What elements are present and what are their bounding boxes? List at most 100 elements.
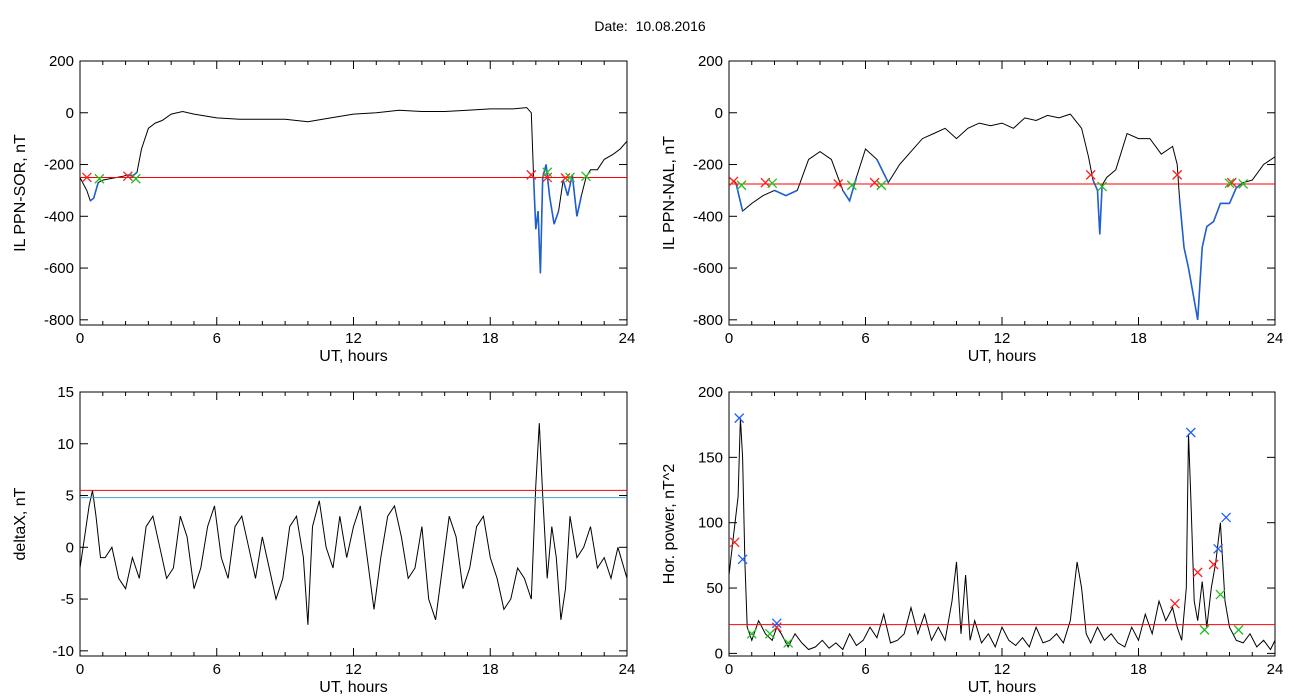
start-marker — [869, 177, 880, 188]
end-marker — [581, 171, 591, 182]
x-tick-label: 24 — [1267, 661, 1284, 678]
y-tick-label: -200 — [693, 157, 723, 174]
peak-marker — [737, 554, 748, 565]
end-marker — [130, 173, 141, 184]
end-marker — [565, 172, 575, 183]
start-marker — [729, 176, 739, 187]
y-tick-label: 150 — [698, 449, 723, 466]
series-line — [729, 113, 1275, 320]
interval-line — [1092, 179, 1103, 235]
y-axis-label: IL PPN-NAL, nT — [661, 136, 678, 250]
x-tick-label: 18 — [482, 661, 499, 678]
x-tick-label: 0 — [725, 661, 733, 678]
x-tick-label: 24 — [619, 330, 636, 347]
start-marker — [1208, 559, 1219, 570]
y-tick-label: 5 — [66, 488, 74, 505]
series-line — [80, 423, 627, 625]
x-tick-label: 0 — [76, 330, 84, 347]
y-tick-label: 0 — [715, 105, 723, 122]
x-tick-label: 6 — [861, 661, 869, 678]
x-axis-label: UT, hours — [319, 348, 387, 365]
y-tick-label: 0 — [66, 105, 74, 122]
y-tick-label: 50 — [706, 580, 723, 597]
x-tick-label: 6 — [213, 661, 221, 678]
x-tick-label: 12 — [994, 330, 1011, 347]
x-tick-label: 24 — [1267, 330, 1284, 347]
y-tick-label: -600 — [693, 260, 723, 277]
end-marker — [542, 167, 553, 178]
plot-area — [80, 107, 627, 274]
interval-line — [89, 182, 99, 202]
end-marker — [1215, 589, 1226, 600]
series-line — [729, 418, 1275, 651]
plot-frame — [79, 391, 628, 657]
start-marker — [1169, 598, 1180, 609]
plot-area — [729, 113, 1275, 320]
x-axis-label: UT, hours — [968, 679, 1036, 696]
x-tick-label: 18 — [482, 330, 499, 347]
end-marker — [1224, 178, 1235, 189]
y-tick-label: -400 — [693, 208, 723, 225]
y-axis-label: Hor. power, nT^2 — [661, 464, 678, 585]
interval-line — [774, 189, 798, 197]
end-marker — [94, 173, 105, 184]
start-marker — [729, 537, 740, 548]
end-marker — [764, 628, 775, 639]
start-marker — [560, 173, 571, 183]
chart-ppn-nal: 0 6 12 18 24 -800 -600 -400 -200 0 200 UT, hours IL … — [661, 53, 1283, 365]
end-marker — [846, 180, 857, 191]
y-tick-label: -800 — [693, 312, 723, 329]
end-marker — [1199, 624, 1210, 635]
start-marker — [81, 172, 92, 183]
interval-line — [1178, 198, 1230, 320]
end-marker — [783, 637, 794, 648]
y-tick-label: 15 — [57, 384, 74, 401]
end-marker — [736, 180, 747, 191]
y-tick-label: 200 — [698, 384, 723, 401]
end-marker — [746, 628, 757, 639]
chart-hor-power: 0 6 12 18 24 0 50 100 150 200 UT, hours Hor. power,… — [661, 384, 1283, 696]
end-marker — [767, 178, 778, 189]
x-axis-label: UT, hours — [968, 348, 1036, 365]
y-tick-label: -400 — [44, 208, 74, 225]
plot-frame — [79, 60, 628, 326]
y-axis-label: deltaX, nT — [12, 487, 29, 560]
end-marker — [1238, 178, 1249, 189]
x-tick-label: 18 — [1130, 661, 1147, 678]
plot-area — [80, 423, 627, 625]
y-tick-label: -10 — [52, 643, 74, 660]
peak-marker — [1185, 427, 1196, 438]
x-axis-label: UT, hours — [319, 679, 387, 696]
peak-marker — [1221, 512, 1232, 523]
series-line — [80, 107, 627, 274]
interval-line — [735, 182, 744, 212]
plot-frame — [728, 391, 1276, 657]
start-marker — [122, 171, 133, 182]
plot-frame — [728, 60, 1276, 326]
interval-line — [842, 177, 858, 203]
peak-marker — [734, 413, 745, 424]
y-tick-label: -800 — [44, 312, 74, 329]
chart-deltax: 0 6 12 18 24 -10 -5 0 5 10 15 UT, hours deltaX, nT — [12, 384, 635, 696]
interval-line — [876, 159, 890, 183]
x-tick-label: 18 — [1130, 330, 1147, 347]
x-tick-label: 12 — [994, 661, 1011, 678]
end-marker — [1233, 624, 1244, 635]
x-tick-label: 6 — [213, 330, 221, 347]
end-marker — [876, 180, 887, 191]
peak-marker — [771, 618, 782, 629]
y-tick-label: 200 — [698, 53, 723, 70]
x-tick-label: 12 — [345, 661, 362, 678]
y-axis-label: IL PPN-SOR, nT — [12, 134, 29, 252]
start-marker — [1226, 177, 1237, 188]
y-tick-label: 0 — [715, 645, 723, 662]
x-tick-label: 0 — [76, 661, 84, 678]
start-marker — [1192, 567, 1203, 578]
start-marker — [833, 178, 844, 189]
y-tick-label: -600 — [44, 260, 74, 277]
chart-ppn-sor: 0 6 12 18 24 -800 -600 -400 -200 0 200 UT, hours IL … — [12, 53, 635, 365]
peak-marker — [1213, 543, 1224, 554]
y-tick-label: 100 — [698, 515, 723, 532]
x-tick-label: 12 — [345, 330, 362, 347]
